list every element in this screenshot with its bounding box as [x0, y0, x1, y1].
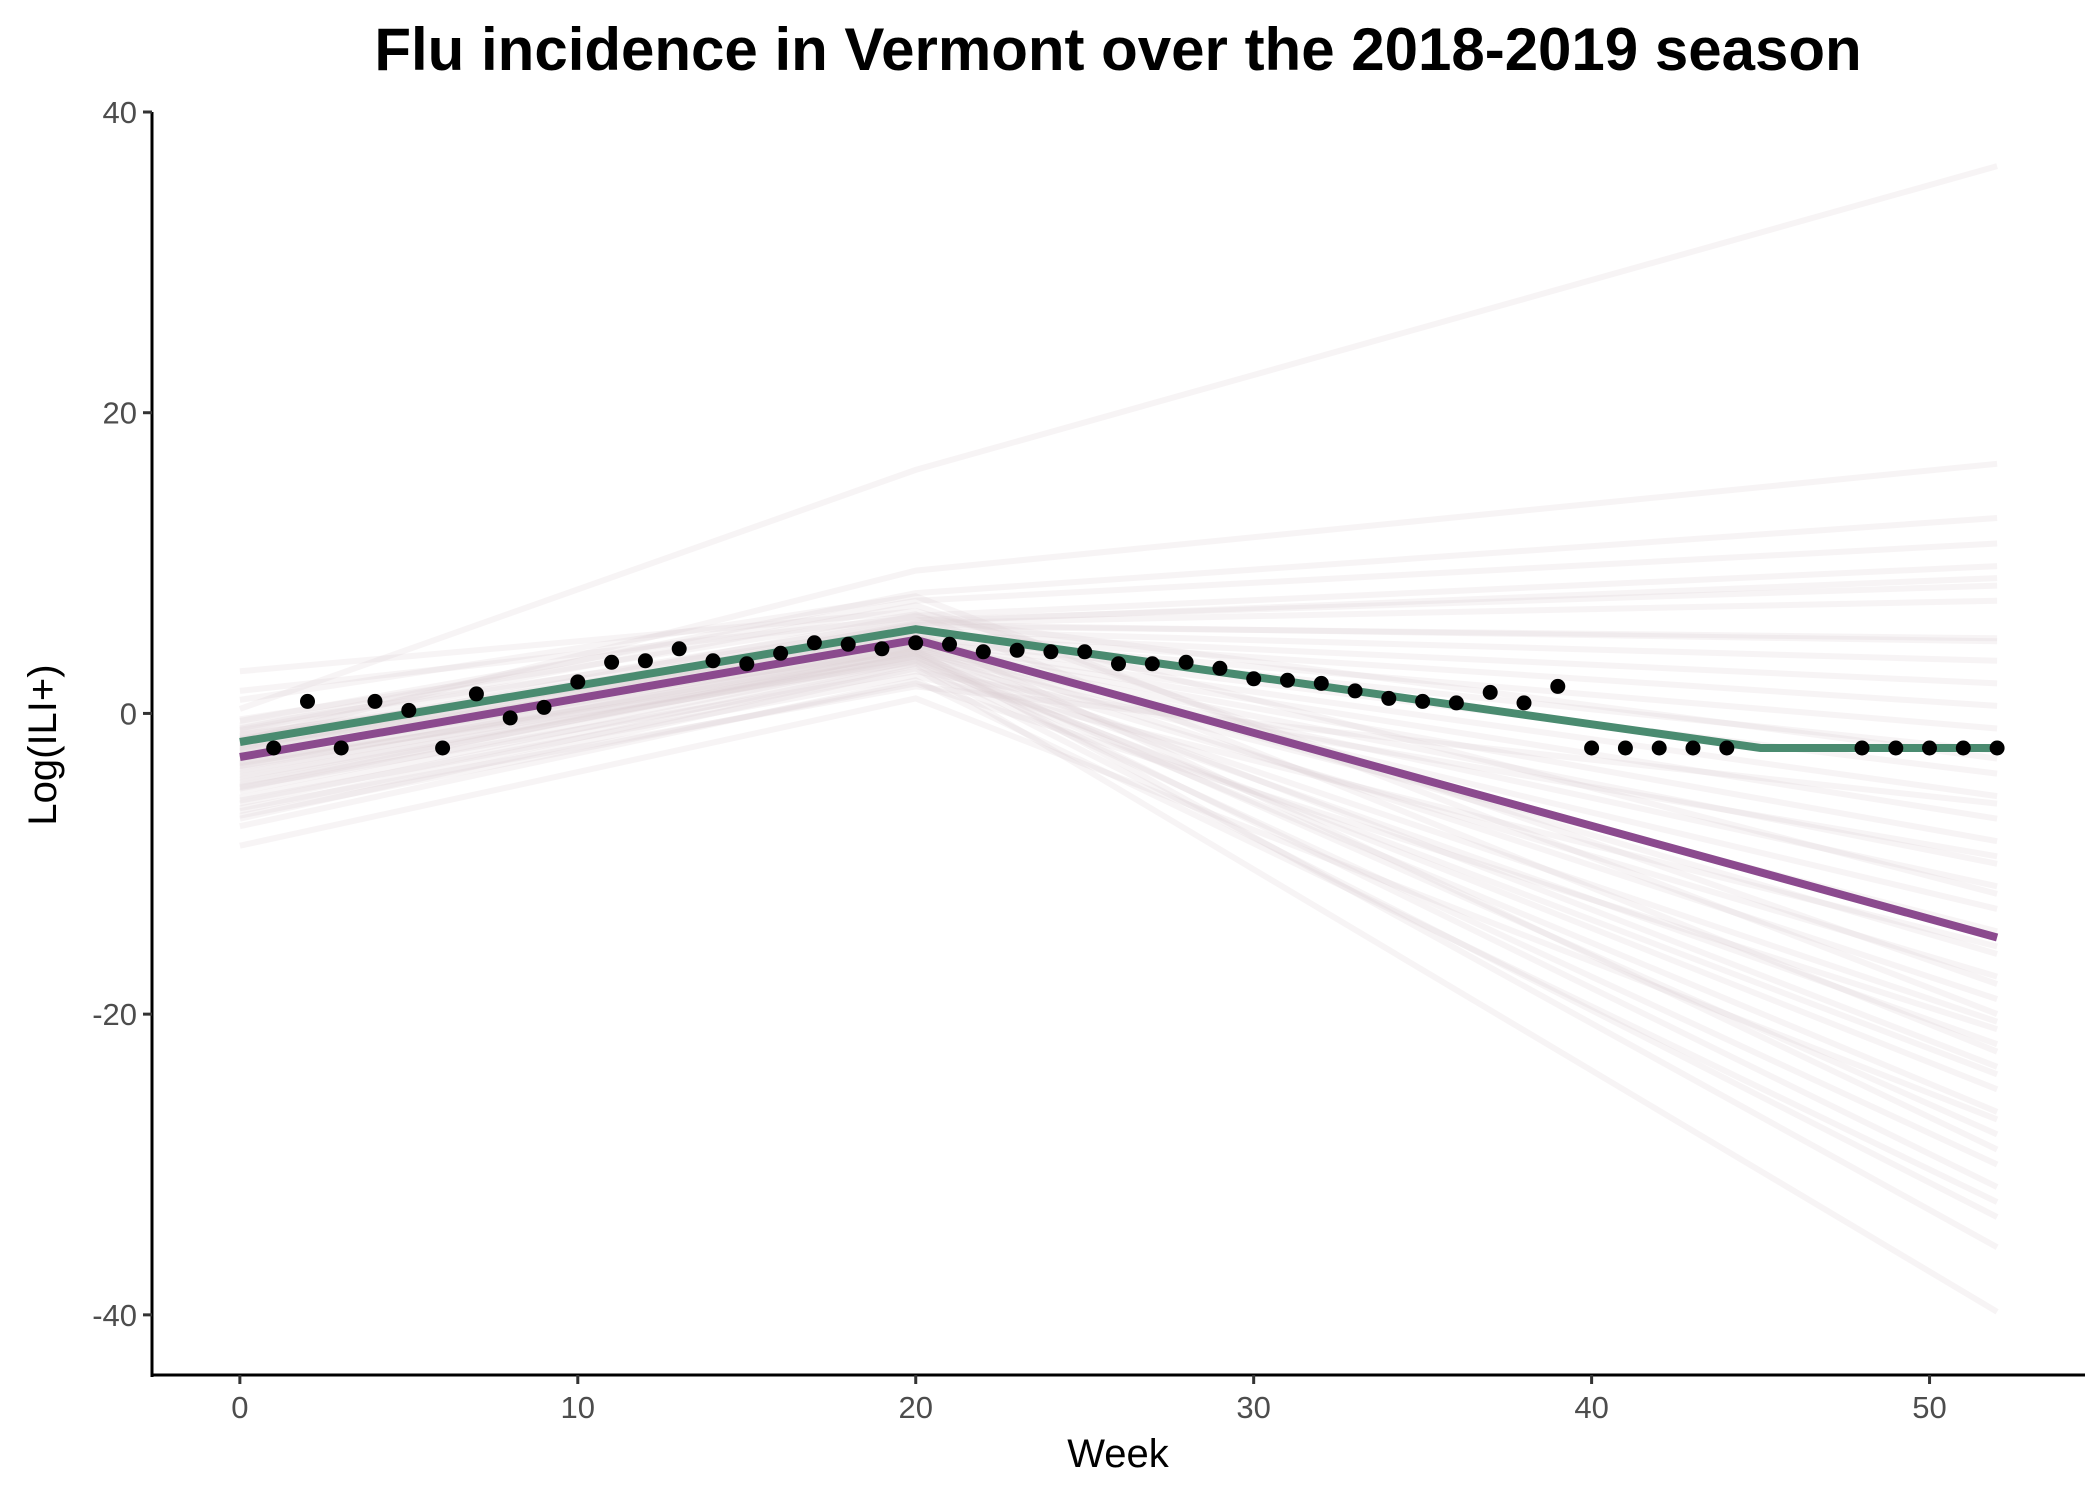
- simulation-line-1: [238, 163, 1998, 712]
- simulation-line-11: [239, 632, 1998, 750]
- simulation-line-35: [239, 665, 1999, 1315]
- y-tick-label: -20: [92, 997, 137, 1032]
- observed-point-week-2: [300, 693, 315, 709]
- simulation-line-50: [239, 680, 1999, 1033]
- observed-point-week-48: [1854, 740, 1870, 756]
- simulation-line-37: [239, 611, 1999, 1055]
- chart-title: Flu incidence in Vermont over the 2018-2…: [374, 16, 1861, 83]
- simulation-line-2: [239, 460, 1998, 744]
- simulation-line-47: [239, 593, 1999, 1017]
- observed-point-week-8: [502, 710, 518, 726]
- observed-point-week-27: [1144, 656, 1160, 672]
- observed-point-week-26: [1111, 656, 1126, 672]
- observed-point-week-24: [1043, 644, 1059, 660]
- observed-point-week-32: [1313, 675, 1329, 691]
- observed-point-week-18: [840, 636, 856, 652]
- observed-point-week-1: [266, 740, 282, 756]
- simulation-line-32: [239, 653, 1999, 1190]
- x-tick-label: 20: [898, 1390, 932, 1425]
- observed-point-week-17: [806, 635, 822, 651]
- x-tick-label: 50: [1912, 1390, 1946, 1425]
- observed-point-week-10: [570, 674, 586, 690]
- observed-point-week-11: [604, 654, 620, 670]
- observed-point-week-44: [1719, 740, 1735, 756]
- observed-point-week-20: [908, 635, 924, 651]
- observed-point-week-33: [1347, 683, 1363, 699]
- simulation-line-38: [239, 602, 1999, 987]
- simulation-line-42: [239, 677, 1999, 1205]
- observed-point-week-38: [1516, 695, 1532, 711]
- simulation-line-45: [239, 668, 1998, 860]
- simulation-line-29: [239, 657, 1999, 1115]
- simulation-line-46: [239, 672, 1998, 950]
- x-axis-title: Week: [1067, 1432, 1170, 1476]
- observed-point-week-30: [1246, 671, 1262, 687]
- observed-point-week-34: [1381, 690, 1397, 706]
- simulation-line-33: [239, 662, 1999, 1220]
- observed-point-week-21: [942, 636, 957, 652]
- simulation-line-20: [239, 648, 1998, 912]
- simulation-line-41: [239, 614, 1998, 762]
- y-axis-title: Log(ILI+): [21, 664, 65, 825]
- observed-point-week-14: [705, 653, 721, 669]
- x-tick-label: 40: [1574, 1390, 1608, 1425]
- simulation-line-23: [239, 651, 1998, 980]
- simulation-line-31: [239, 660, 1999, 1168]
- simulation-line-26: [239, 654, 1999, 1048]
- simulation-line-30: [239, 650, 1999, 1138]
- observed-point-week-35: [1415, 693, 1431, 709]
- observed-point-week-43: [1685, 740, 1701, 756]
- observed-point-week-4: [367, 693, 383, 709]
- observed-point-week-37: [1482, 684, 1498, 700]
- observed-point-week-31: [1280, 672, 1295, 688]
- simulation-line-6: [239, 582, 1998, 735]
- observed-point-week-6: [435, 740, 451, 756]
- observed-point-week-49: [1888, 740, 1904, 756]
- simulation-line-4: [239, 540, 1998, 724]
- simulation-lines: [238, 163, 1999, 1315]
- observed-point-week-12: [637, 653, 653, 669]
- simulation-line-48: [239, 659, 1999, 1078]
- observed-point-week-42: [1651, 740, 1667, 756]
- simulation-line-36: [239, 695, 1999, 1123]
- observed-point-week-7: [468, 686, 484, 702]
- observed-point-week-22: [975, 644, 991, 660]
- y-tick-label: 40: [103, 95, 137, 130]
- y-tick-label: 20: [103, 396, 137, 431]
- simulation-line-25: [239, 653, 1999, 1025]
- observed-point-week-25: [1077, 644, 1093, 660]
- simulation-line-3: [239, 515, 1998, 732]
- observed-point-week-19: [874, 641, 890, 657]
- axes: 0 10 20 30 40 50 -40 -20 0 20 40: [92, 95, 2085, 1425]
- observed-point-week-51: [1955, 740, 1971, 756]
- observed-point-week-23: [1009, 642, 1025, 658]
- observed-point-week-15: [739, 656, 755, 672]
- observed-point-week-40: [1584, 740, 1600, 756]
- y-tick-label: -40: [92, 1298, 137, 1333]
- observed-point-week-9: [536, 699, 552, 715]
- x-tick-label: 0: [231, 1390, 248, 1425]
- observed-point-week-28: [1178, 654, 1194, 670]
- observed-point-week-50: [1922, 740, 1937, 756]
- observed-point-week-13: [671, 641, 687, 657]
- simulation-line-40: [239, 683, 1998, 812]
- y-tick-label: 0: [120, 696, 137, 731]
- observed-point-week-5: [401, 702, 417, 718]
- observed-point-week-29: [1212, 660, 1228, 676]
- observed-point-week-52: [1989, 740, 2005, 756]
- x-tick-label: 30: [1236, 1390, 1270, 1425]
- observed-point-week-16: [773, 645, 789, 661]
- simulation-line-28: [239, 656, 1999, 1093]
- observed-point-week-36: [1448, 695, 1464, 711]
- observed-point-week-3: [333, 740, 349, 756]
- observed-point-week-41: [1617, 740, 1633, 756]
- simulation-line-39: [239, 608, 1998, 897]
- observed-points: [266, 635, 2005, 756]
- x-tick-label: 10: [561, 1390, 595, 1425]
- observed-point-week-39: [1550, 678, 1566, 694]
